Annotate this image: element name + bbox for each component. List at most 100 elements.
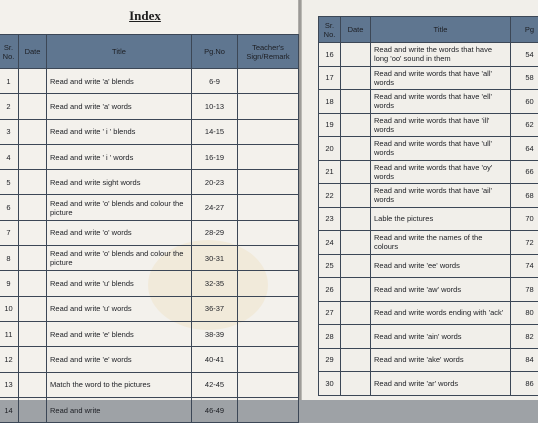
sr-no-cell: 21 [319,160,341,184]
date-cell [341,254,371,278]
page-cell: 64 [511,137,538,161]
page-cell: 16-19 [192,144,238,169]
date-cell [341,43,371,67]
sr-no-cell: 3 [0,119,19,144]
sr-no-cell: 8 [0,246,19,271]
table-header-row: Sr. No. Date Title Pg [319,17,538,43]
page-cell: 38-39 [192,321,238,346]
date-cell [19,296,47,321]
page-cell: 54 [511,43,538,67]
page-cell: 40-41 [192,347,238,372]
sr-no-cell: 25 [319,254,341,278]
remark-cell [238,246,299,271]
date-cell [19,170,47,195]
title-cell: Read and write words that have 'ail' wor… [371,184,511,208]
table-header-row: Sr. No. Date Title Pg.No Teacher's Sign/… [0,35,299,69]
sr-no-cell: 16 [319,43,341,67]
date-cell [341,301,371,325]
header-sr-no: Sr. No. [0,35,19,69]
page-cell: 70 [511,207,538,231]
date-cell [19,69,47,94]
date-cell [19,220,47,245]
title-cell: Read and write words that have 'ull' wor… [371,137,511,161]
title-cell: Read and write words that have 'oy' word… [371,160,511,184]
remark-cell [238,397,299,422]
title-cell: Read and write 'u' words [47,296,192,321]
page-cell: 62 [511,113,538,137]
title-cell: Read and write 'e' words [47,347,192,372]
date-cell [19,195,47,220]
page-cell: 28-29 [192,220,238,245]
table-row: 22 Read and write words that have 'ail' w… [319,184,538,208]
date-cell [19,246,47,271]
page-cell: 78 [511,278,538,302]
title-cell: Read and write 'a' words [47,94,192,119]
sr-no-cell: 19 [319,113,341,137]
page-cell: 6-9 [192,69,238,94]
sr-no-cell: 18 [319,90,341,114]
title-cell: Read and write words that have 'ell' wor… [371,90,511,114]
remark-cell [238,347,299,372]
title-cell: Read and write 'ake' words [371,348,511,372]
page-cell: 30-31 [192,246,238,271]
page-cell: 66 [511,160,538,184]
date-cell [19,397,47,422]
title-cell: Read and write 'o' blends and colour the… [47,246,192,271]
date-cell [19,144,47,169]
sr-no-cell: 14 [0,397,19,422]
title-cell: Match the word to the pictures [47,372,192,397]
table-row: 18 Read and write words that have 'ell' w… [319,90,538,114]
sr-no-cell: 9 [0,271,19,296]
sr-no-cell: 17 [319,66,341,90]
remark-cell [238,69,299,94]
table-row: 8 Read and write 'o' blends and colour th… [0,246,299,271]
title-cell: Read and write words ending with 'ack' [371,301,511,325]
sr-no-cell: 23 [319,207,341,231]
title-cell: Read and write 'aw' words [371,278,511,302]
header-date: Date [341,17,371,43]
sr-no-cell: 22 [319,184,341,208]
sr-no-cell: 4 [0,144,19,169]
page-cell: 68 [511,184,538,208]
title-cell: Read and write ' i ' blends [47,119,192,144]
header-pg-no: Pg [511,17,538,43]
page-cell: 14-15 [192,119,238,144]
header-date: Date [19,35,47,69]
title-cell: Read and write sight words [47,170,192,195]
title-cell: Read and write [47,397,192,422]
header-sr-no: Sr. No. [319,17,341,43]
date-cell [341,113,371,137]
page-cell: 32-35 [192,271,238,296]
page-cell: 20-23 [192,170,238,195]
title-cell: Read and write 'e' blends [47,321,192,346]
sr-no-cell: 6 [0,195,19,220]
title-cell: Read and write 'a' blends [47,69,192,94]
page-cell: 82 [511,325,538,349]
table-row: 21 Read and write words that have 'oy' wo… [319,160,538,184]
date-cell [19,94,47,119]
page-cell: 74 [511,254,538,278]
title-cell: Read and write 'ain' words [371,325,511,349]
date-cell [341,372,371,396]
date-cell [341,207,371,231]
page-cell: 10-13 [192,94,238,119]
date-cell [341,160,371,184]
sr-no-cell: 30 [319,372,341,396]
